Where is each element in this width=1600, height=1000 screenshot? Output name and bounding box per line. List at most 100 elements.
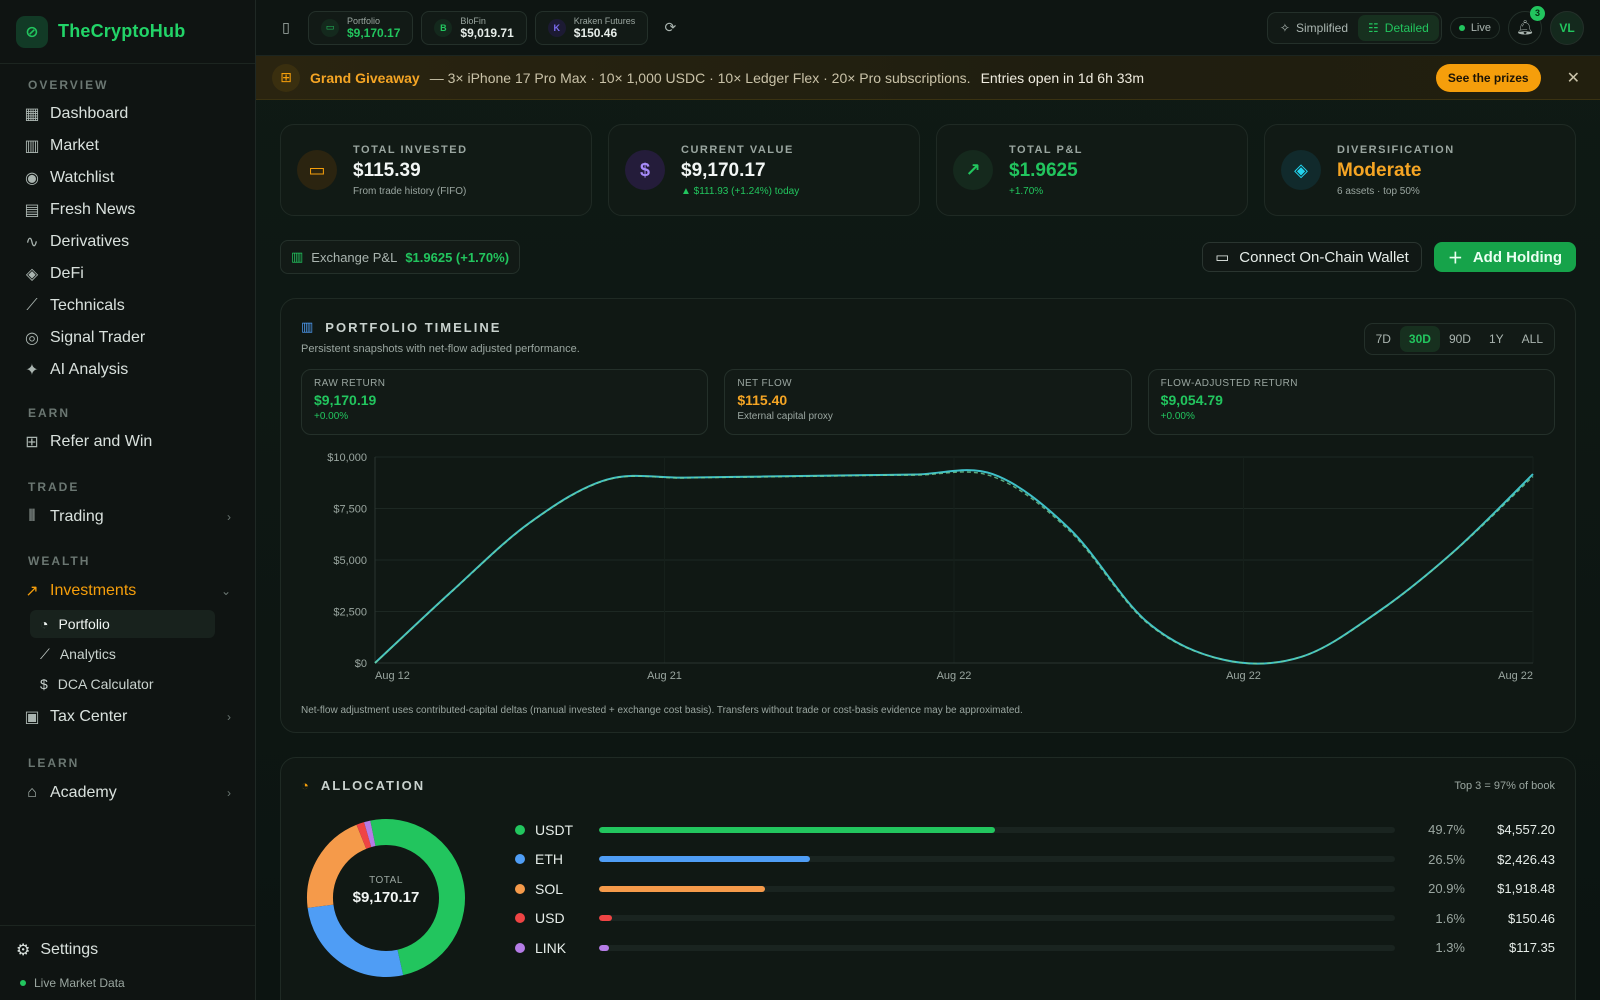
chip-label: Kraken Futures (573, 15, 636, 26)
main: ▯ ▭ Portfolio $9,170.17 B BloFin $9,019.71… (256, 0, 1600, 1000)
asset-name: SOL (535, 880, 564, 897)
target-icon: ◎ (25, 330, 39, 347)
allocation-row[interactable]: LINK 1.3% $117.35 (515, 933, 1555, 963)
sidebar-item-watchlist[interactable]: ◉ Watchlist (0, 162, 255, 194)
x-tick-label: Aug 22 (937, 670, 972, 682)
notification-count-badge: 3 (1530, 5, 1545, 21)
sidebar-item-tax-center[interactable]: ▣ Tax Center › (0, 700, 255, 734)
sidebar-item-ai-analysis[interactable]: ✦ AI Analysis (0, 354, 255, 386)
view-simplified-label: Simplified (1295, 20, 1349, 35)
eye-icon: ◉ (25, 170, 39, 187)
trending-up-icon: ↗ (25, 583, 39, 600)
allocation-row[interactable]: ETH 26.5% $2,426.43 (515, 845, 1555, 875)
stat-value: $115.39 (353, 159, 421, 181)
bell-icon: 🔔︎ (1516, 19, 1534, 35)
sidebar-item-label: DeFi (50, 265, 84, 282)
sidebar-item-label: Refer and Win (50, 433, 153, 450)
sidebar-item-technicals[interactable]: ⟋ Technicals (0, 290, 255, 322)
donut-total-value: $9,170.17 (352, 889, 420, 906)
kraken-chip[interactable]: K Kraken Futures $150.46 (534, 10, 649, 45)
sidebar-item-label: Investments (50, 582, 137, 599)
asset-bar-track (599, 826, 1395, 833)
subitem-dca-calculator[interactable]: $ DCA Calculator (30, 670, 215, 698)
sidebar-item-label: Market (50, 137, 99, 154)
metric-sub: +0.00% (1160, 411, 1195, 422)
activity-icon: ∿ (25, 234, 39, 251)
brand[interactable]: ⊘ TheCryptoHub (0, 0, 255, 64)
sidebar-item-label: Dashboard (50, 105, 129, 122)
asset-amount: $1,918.48 (1497, 881, 1555, 897)
section-learn-title: LEARN (28, 756, 80, 770)
topbar-right: ✧ Simplified ☷ Detailed Live 🔔︎ 3 VL (1266, 5, 1584, 45)
sidebar-toggle-icon[interactable]: ▯ (282, 19, 290, 35)
range-7d[interactable]: 7D (1375, 332, 1391, 346)
donut-slice (307, 904, 404, 977)
connect-wallet-button[interactable]: ▭ Connect On-Chain Wallet (1202, 242, 1422, 272)
asset-percent: 1.6% (1435, 910, 1465, 926)
sidebar-item-fresh-news[interactable]: ▤ Fresh News (0, 194, 255, 226)
sidebar-item-academy[interactable]: ⌂ Academy › (0, 776, 255, 810)
exchange-pnl-value: $1.9625 (+1.70%) (405, 249, 510, 265)
range-all[interactable]: ALL (1521, 332, 1543, 346)
chip-label: BloFin (460, 15, 486, 26)
view-simplified-button[interactable]: ✧ Simplified (1270, 15, 1358, 41)
series-line (374, 471, 1534, 665)
subitem-label: Analytics (59, 646, 116, 662)
range-30d[interactable]: 30D (1399, 326, 1440, 352)
chip-value: $9,019.71 (460, 25, 514, 40)
sidebar-item-trading[interactable]: ⫴ Trading › (0, 500, 255, 534)
x-tick-label: Aug 22 (1498, 670, 1533, 682)
asset-color-dot (515, 942, 525, 953)
chip-value: $150.46 (573, 25, 618, 40)
sidebar-item-refer-and-win[interactable]: ⊞ Refer and Win (0, 426, 255, 458)
portfolio-chip[interactable]: ▭ Portfolio $9,170.17 (308, 10, 414, 45)
giveaway-banner: ⊞ Grand Giveaway — 3× iPhone 17 Pro Max … (256, 56, 1600, 100)
asset-name: ETH (535, 851, 563, 868)
avatar[interactable]: VL (1550, 10, 1584, 45)
metric-sub: +0.00% (314, 411, 349, 422)
add-holding-label: Add Holding (1472, 248, 1562, 266)
asset-color-dot (515, 883, 525, 894)
wallet-icon: ▭ (297, 150, 337, 190)
allocation-row[interactable]: USD 1.6% $150.46 (515, 904, 1555, 934)
sidebar-item-dashboard[interactable]: ▦ Dashboard (0, 98, 255, 130)
donut-svg (307, 819, 465, 977)
stat-diversification: ◈ DIVERSIFICATION Moderate 6 assets · top … (1264, 124, 1576, 216)
sidebar-item-market[interactable]: ▥ Market (0, 130, 255, 162)
sidebar-item-label: Tax Center (50, 708, 128, 725)
market-icon: ▥ (24, 138, 40, 155)
range-90d[interactable]: 90D (1448, 332, 1471, 346)
add-holding-button[interactable]: ＋ Add Holding (1433, 242, 1576, 272)
view-detailed-button[interactable]: ☷ Detailed (1358, 14, 1439, 41)
sidebar: ⊘ TheCryptoHub OVERVIEW ▦ Dashboard ▥ Mark… (0, 0, 256, 1000)
brain-icon: ✦ (25, 362, 39, 379)
allocation-row[interactable]: USDT 49.7% $4,557.20 (515, 815, 1555, 845)
settings-link[interactable]: ⚙ Settings (16, 940, 239, 960)
asset-amount: $4,557.20 (1497, 822, 1555, 838)
refresh-icon[interactable]: ⟳ (664, 19, 677, 35)
range-1y[interactable]: 1Y (1488, 332, 1504, 346)
subitem-portfolio[interactable]: ◔ Portfolio (30, 610, 215, 638)
sidebar-item-defi[interactable]: ◈ DeFi (0, 258, 255, 290)
asset-bar-track (599, 944, 1395, 951)
stat-value: $1.9625 (1009, 159, 1078, 181)
allocation-row[interactable]: SOL 20.9% $1,918.48 (515, 874, 1555, 904)
blofin-chip[interactable]: B BloFin $9,019.71 (421, 10, 527, 45)
notifications-button[interactable]: 🔔︎ 3 (1508, 5, 1545, 45)
dashboard-icon: ▦ (24, 106, 40, 123)
y-tick-label: $7,500 (333, 504, 367, 516)
exchange-pnl-label: Exchange P&L (311, 249, 398, 265)
asset-name: USD (535, 910, 565, 927)
stat-label: CURRENT VALUE (681, 143, 794, 156)
timeline-chart: $0 $2,500 $5,000 $7,500 $10,000 Aug 12 Aug 21 A… (301, 449, 1555, 699)
live-label: Live (1470, 21, 1491, 34)
metric-flow-adjusted: FLOW-ADJUSTED RETURN $9,054.79 +0.00% (1147, 369, 1555, 435)
sidebar-item-signal-trader[interactable]: ◎ Signal Trader (0, 322, 255, 354)
metric-label: NET FLOW (737, 378, 793, 389)
see-prizes-button[interactable]: See the prizes (1435, 63, 1541, 92)
sidebar-item-derivatives[interactable]: ∿ Derivatives (0, 226, 255, 258)
sidebar-item-investments[interactable]: ↗ Investments ⌄ (0, 574, 255, 608)
close-icon[interactable]: ✕ (1566, 69, 1580, 87)
subitem-analytics[interactable]: ⟋ Analytics (30, 640, 215, 668)
view-detailed-label: Detailed (1384, 20, 1429, 35)
